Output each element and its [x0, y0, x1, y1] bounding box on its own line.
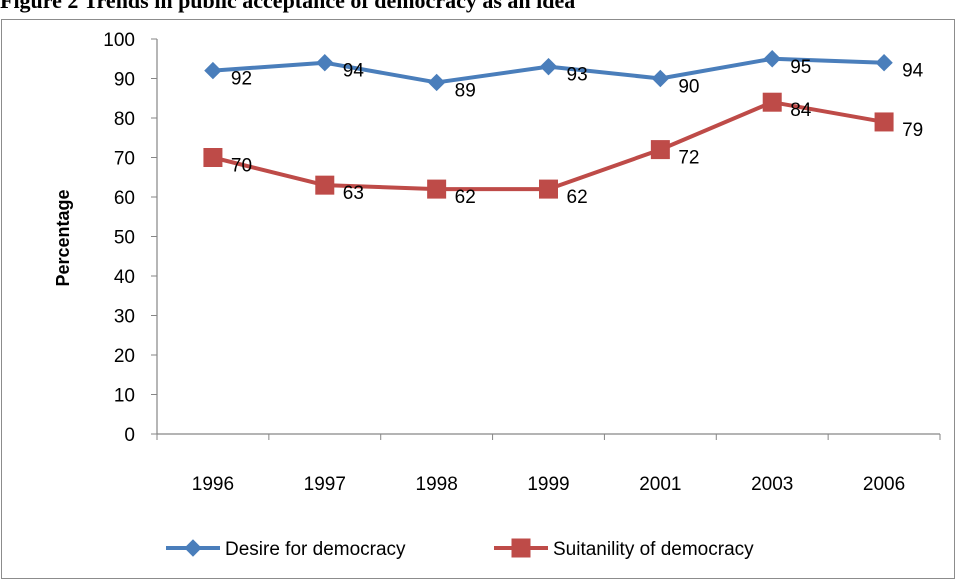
y-tick-label: 10 [114, 386, 135, 407]
x-tick-label: 1997 [304, 474, 346, 495]
data-point-marker [539, 57, 558, 76]
data-labels: 92 94 89 93 90 95 94 70 63 62 62 72 84 79 [231, 57, 924, 208]
data-point-marker [427, 179, 447, 199]
data-label: 93 [567, 65, 588, 86]
data-point-marker [650, 140, 670, 160]
legend-swatch-marker [184, 539, 202, 557]
data-label: 95 [790, 57, 811, 78]
x-tick-labels: 1996 1997 1998 1999 2001 2003 2006 [156, 434, 941, 495]
legend-swatch-marker [511, 538, 531, 558]
chart-frame [1, 19, 955, 579]
data-point-marker [204, 61, 222, 80]
data-point-marker [315, 175, 335, 195]
legend-label: Desire for democracy [225, 539, 406, 560]
data-label: 90 [678, 77, 699, 98]
legend-label: Suitanility of democracy [553, 539, 754, 560]
data-label: 70 [231, 156, 252, 177]
x-tick-label: 1998 [416, 474, 458, 495]
data-point-marker [762, 92, 782, 112]
data-label: 84 [790, 100, 812, 121]
data-label: 72 [678, 148, 699, 169]
figure-title: Figure 2 Trends in public acceptance of … [0, 0, 576, 13]
data-point-marker [539, 179, 558, 199]
y-tick-label: 70 [114, 149, 135, 170]
y-tick-label: 30 [114, 307, 135, 328]
data-point-marker [875, 53, 893, 72]
data-label: 79 [902, 120, 923, 141]
y-tick-label: 0 [124, 425, 135, 446]
y-tick-label: 80 [114, 109, 135, 130]
y-axis-label: Percentage [53, 189, 73, 286]
data-point-marker [763, 50, 781, 68]
y-tick-label: 100 [103, 30, 135, 51]
y-tick-labels: 0 10 20 30 40 50 60 70 80 90 100 [103, 30, 157, 446]
data-label: 63 [343, 183, 364, 204]
legend: Desire for democracy Suitanility of democ… [166, 538, 754, 560]
series-group [203, 50, 894, 199]
y-tick-label: 50 [114, 228, 135, 249]
data-point-marker [316, 53, 334, 72]
series-line-suitability [212, 100, 885, 192]
x-tick-label: 1999 [527, 474, 569, 495]
data-label: 89 [455, 80, 476, 101]
x-tick-label: 1996 [192, 474, 234, 495]
y-tick-label: 60 [114, 188, 135, 209]
data-point-marker [427, 73, 446, 92]
y-tick-label: 90 [114, 70, 135, 91]
data-label: 92 [231, 69, 252, 90]
data-label: 62 [455, 187, 476, 208]
y-tick-label: 40 [114, 267, 135, 288]
data-point-marker [874, 112, 894, 132]
axes [156, 39, 940, 435]
x-tick-label: 2003 [751, 474, 793, 495]
data-label: 94 [343, 61, 365, 82]
y-tick-label: 20 [114, 346, 135, 367]
data-label: 62 [567, 187, 588, 208]
x-tick-label: 2006 [863, 474, 905, 495]
data-point-marker [651, 69, 670, 88]
data-label: 94 [902, 61, 924, 82]
data-point-marker [203, 148, 223, 167]
x-tick-label: 2001 [639, 474, 681, 495]
